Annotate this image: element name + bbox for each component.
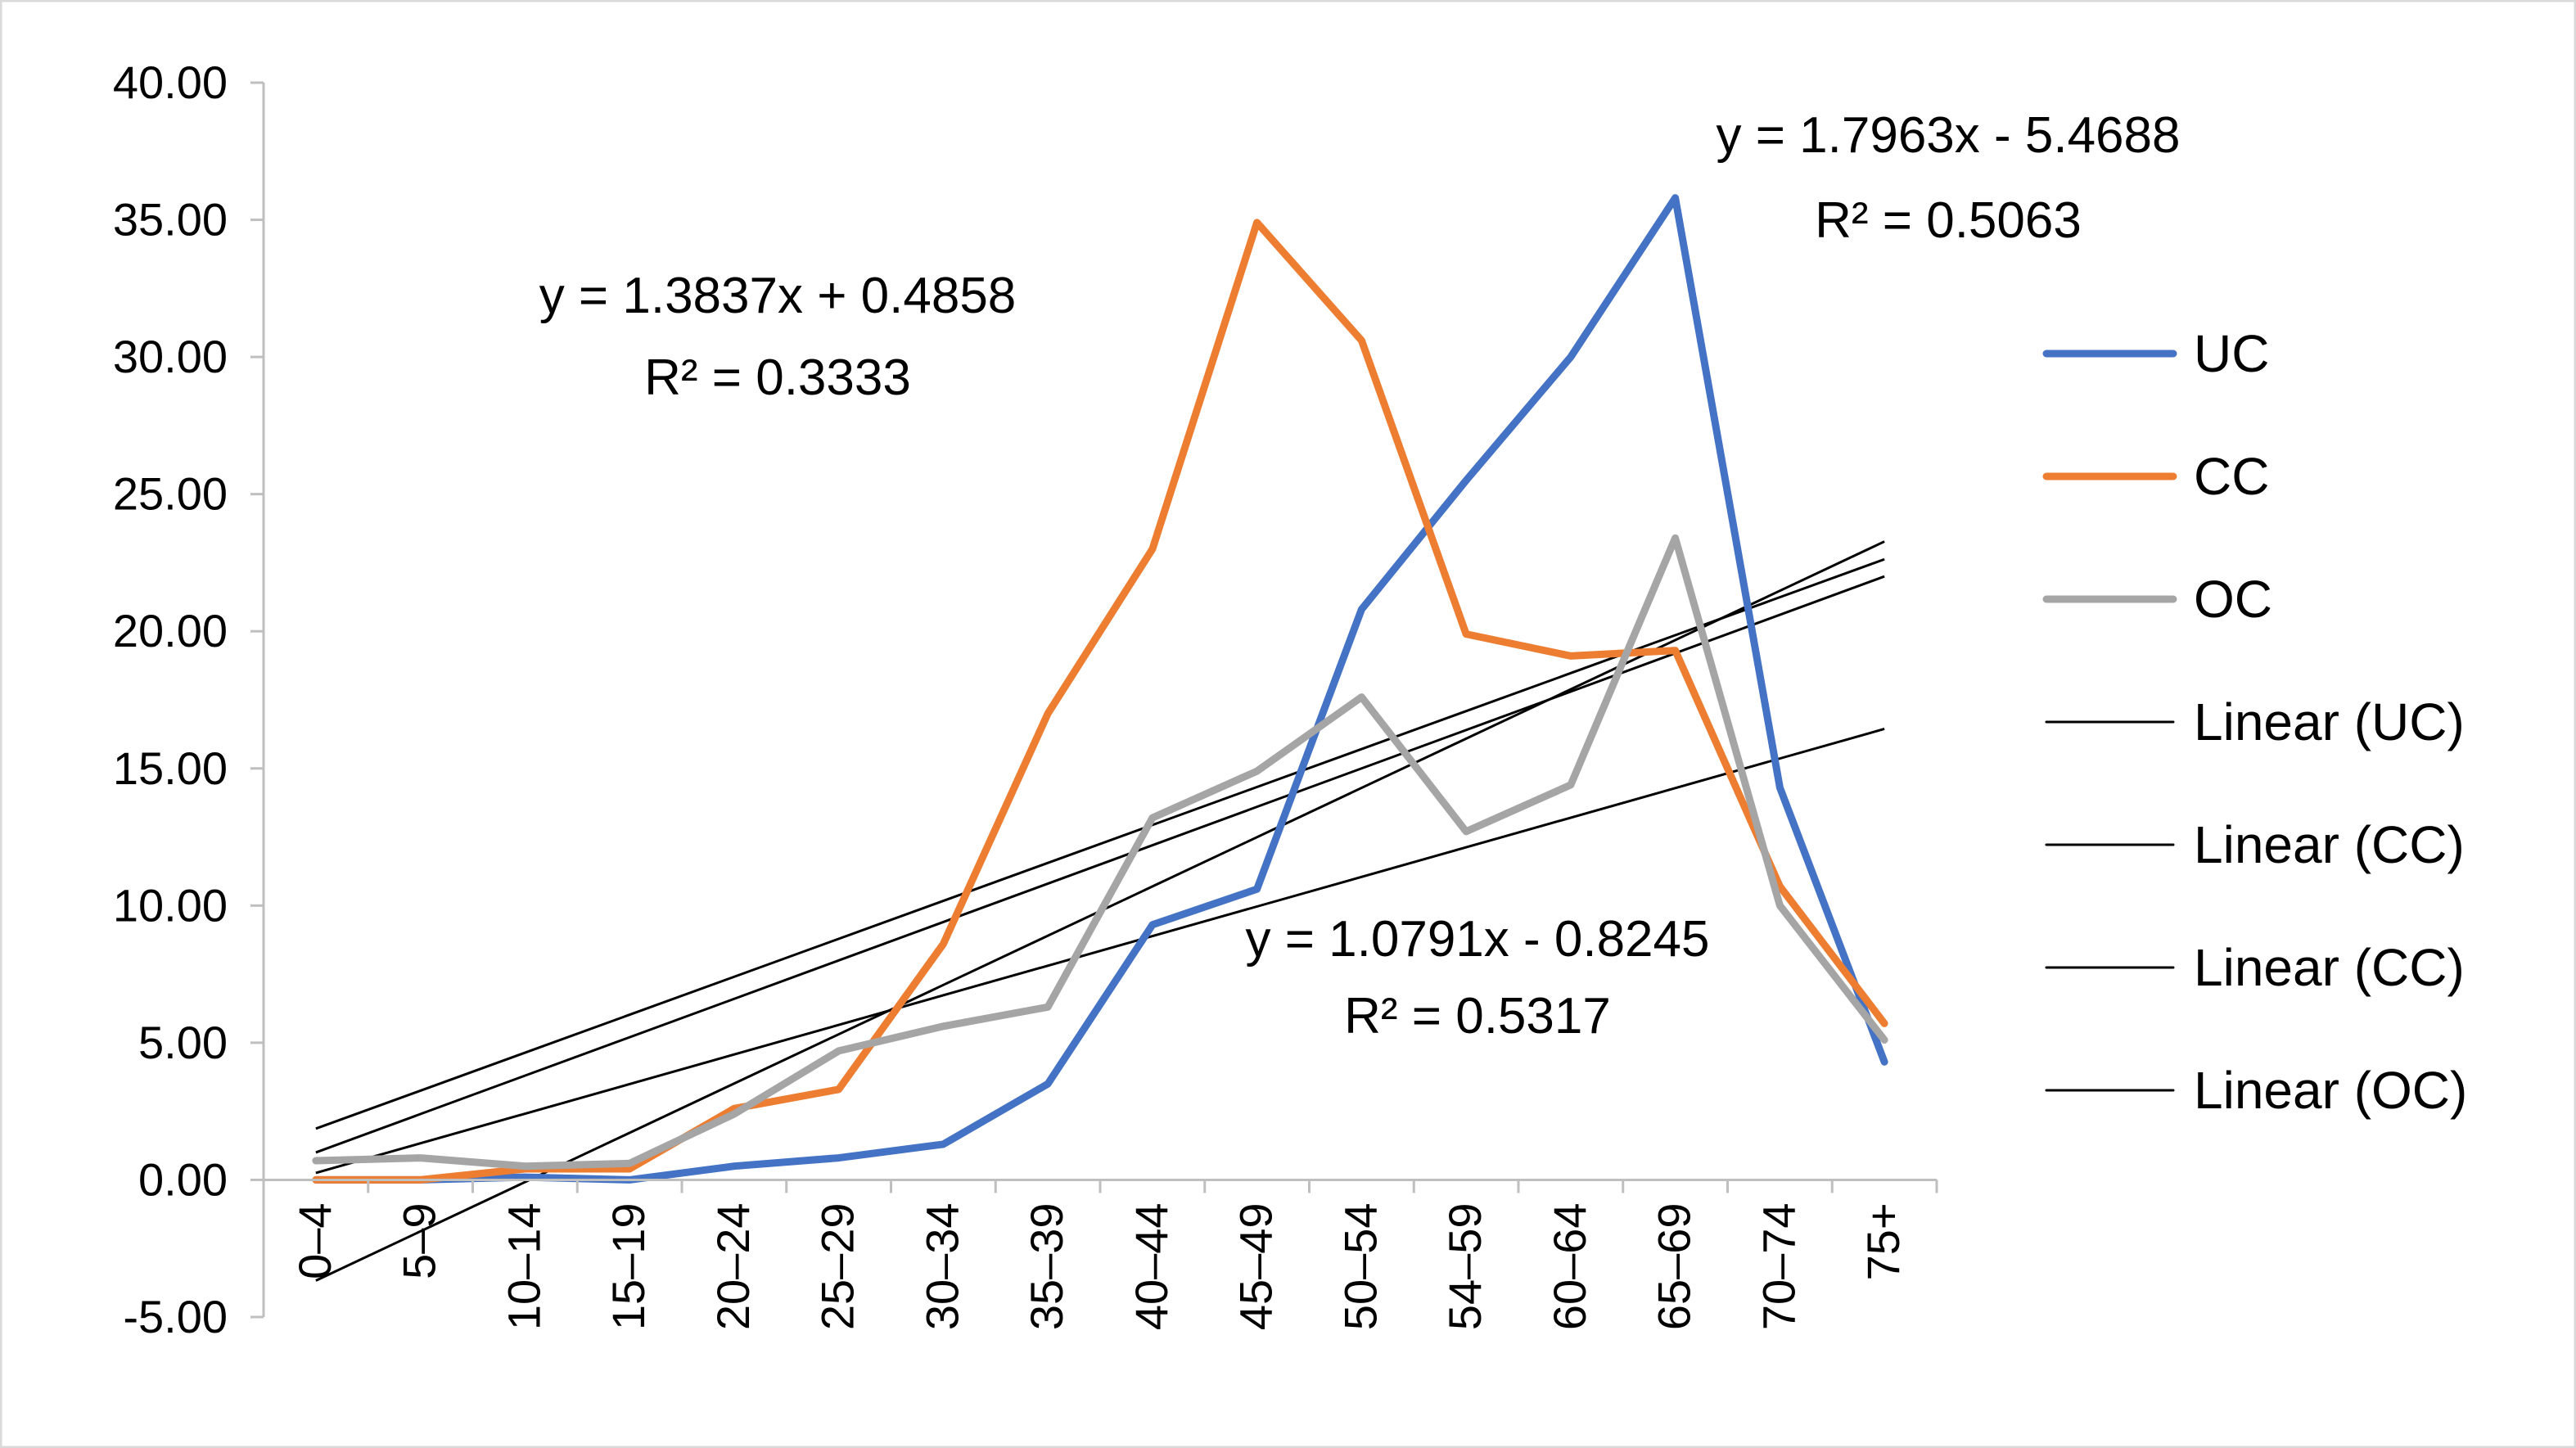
series-line-oc — [312, 534, 1888, 1171]
series-line-uc — [312, 194, 1888, 1184]
trendline — [315, 728, 1885, 1175]
trendline-equation: y = 1.3837x + 0.4858 — [539, 268, 1017, 324]
trendline-r-squared: R² = 0.5317 — [1344, 988, 1611, 1044]
x-tick-label: 15–19 — [602, 1202, 654, 1330]
legend-label: Linear (CC) — [2194, 815, 2465, 874]
trendline-equations: y = 1.7963x - 5.4688 R² = 0.5063 y = 1.383… — [539, 107, 2181, 1044]
x-tick-label: 70–74 — [1753, 1202, 1804, 1330]
legend-label: Linear (UC) — [2194, 692, 2465, 751]
y-tick-label: 35.00 — [113, 194, 228, 246]
y-tick-label: 15.00 — [113, 742, 228, 794]
x-tick-label: 20–24 — [707, 1202, 759, 1330]
y-tick-label: 5.00 — [138, 1017, 228, 1068]
legend-label: CC — [2194, 447, 2269, 506]
x-tick-label: 75+ — [1857, 1202, 1909, 1280]
y-tick-label: 40.00 — [113, 56, 228, 108]
x-tick-label: 30–34 — [916, 1202, 968, 1330]
x-tick-label: 35–39 — [1021, 1202, 1072, 1330]
y-tick-label: 20.00 — [113, 605, 228, 656]
x-tick-label: 50–54 — [1334, 1202, 1386, 1330]
y-tick-label: 10.00 — [113, 879, 228, 931]
trendline-r-squared: R² = 0.3333 — [644, 350, 911, 406]
trendline-r-squared: R² = 0.5063 — [1815, 192, 2082, 249]
trendline-equation: y = 1.0791x - 0.8245 — [1245, 911, 1709, 968]
x-axis-ticks: 0–4 5–9 10–14 15–19 20–24 25–29 30–34 35–39 40–4… — [262, 1180, 1938, 1330]
x-tick-label: 25–29 — [812, 1202, 864, 1330]
legend-label: OC — [2194, 570, 2272, 629]
x-tick-label: 40–44 — [1126, 1202, 1177, 1330]
x-tick-label: 65–69 — [1649, 1202, 1700, 1330]
x-tick-label: 60–64 — [1544, 1202, 1595, 1330]
y-tick-label: 30.00 — [113, 331, 228, 382]
trendline-equation: y = 1.7963x - 5.4688 — [1716, 107, 2180, 164]
x-tick-label: 10–14 — [498, 1202, 549, 1330]
y-axis-ticks: 40.00 35.00 30.00 25.00 20.00 15.00 10.00 5.00 0… — [113, 56, 264, 1342]
series-lines — [312, 194, 1888, 1184]
legend-label: Linear (CC) — [2194, 938, 2465, 997]
legend-label: UC — [2194, 324, 2269, 383]
y-tick-label: -5.00 — [123, 1291, 228, 1342]
legend: UC CC OC Linear (UC) Linear (CC) Linear (CC) L… — [2042, 324, 2467, 1120]
x-tick-label: 5–9 — [394, 1202, 445, 1279]
y-tick-label: 25.00 — [113, 468, 228, 520]
x-tick-label: 45–49 — [1230, 1202, 1282, 1330]
trendline — [315, 575, 1885, 1154]
y-tick-label: 0.00 — [138, 1153, 228, 1205]
legend-label: Linear (OC) — [2194, 1061, 2467, 1120]
x-tick-label: 54–59 — [1439, 1202, 1491, 1330]
x-tick-label: 0–4 — [289, 1202, 341, 1279]
